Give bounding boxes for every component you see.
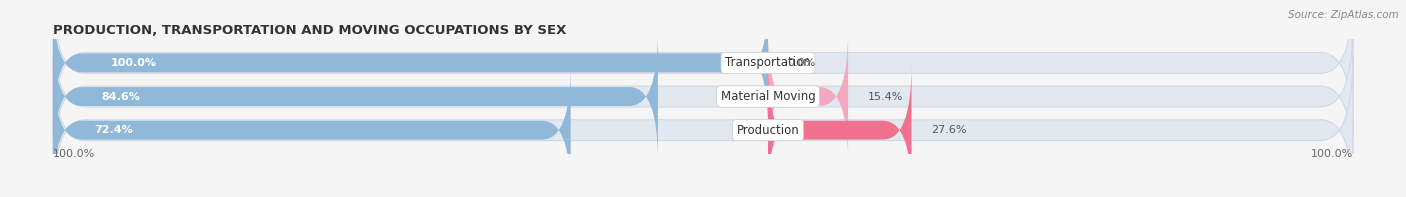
FancyBboxPatch shape — [53, 0, 1353, 137]
FancyBboxPatch shape — [53, 32, 658, 161]
FancyBboxPatch shape — [768, 66, 911, 195]
Text: Source: ZipAtlas.com: Source: ZipAtlas.com — [1288, 10, 1399, 20]
Text: Transportation: Transportation — [725, 56, 811, 69]
Text: 0.0%: 0.0% — [787, 58, 815, 68]
Text: 100.0%: 100.0% — [1310, 149, 1353, 159]
Text: 100.0%: 100.0% — [110, 58, 156, 68]
FancyBboxPatch shape — [768, 32, 848, 161]
Text: 27.6%: 27.6% — [931, 125, 966, 135]
FancyBboxPatch shape — [53, 57, 1353, 197]
Text: 84.6%: 84.6% — [101, 92, 141, 101]
Text: 72.4%: 72.4% — [94, 125, 134, 135]
Text: PRODUCTION, TRANSPORTATION AND MOVING OCCUPATIONS BY SEX: PRODUCTION, TRANSPORTATION AND MOVING OC… — [53, 24, 567, 37]
Text: 100.0%: 100.0% — [53, 149, 96, 159]
FancyBboxPatch shape — [53, 0, 768, 127]
FancyBboxPatch shape — [53, 23, 1353, 170]
Text: Material Moving: Material Moving — [721, 90, 815, 103]
FancyBboxPatch shape — [53, 66, 571, 195]
Text: Production: Production — [737, 124, 800, 137]
Text: 15.4%: 15.4% — [868, 92, 903, 101]
